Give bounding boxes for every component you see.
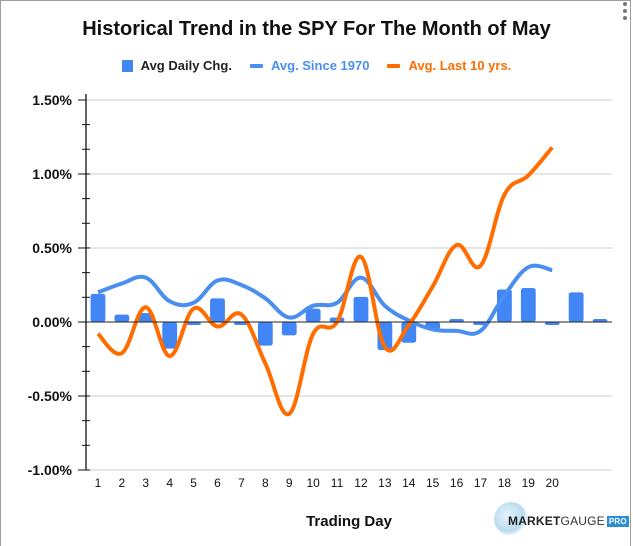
x-tick-label: 8	[262, 476, 269, 490]
y-tick-label: 1.00%	[32, 166, 72, 182]
x-tick-label: 15	[426, 476, 440, 490]
x-tick-label: 2	[119, 476, 126, 490]
bar-day-6	[210, 298, 225, 322]
x-tick-label: 16	[450, 476, 464, 490]
legend-item-avg-last-10-yrs[interactable]: Avg. Last 10 yrs.	[387, 58, 511, 73]
logo-badge: PRO	[606, 515, 629, 527]
x-tick-label: 12	[354, 476, 368, 490]
x-tick-label: 5	[190, 476, 197, 490]
bar-day-20	[544, 322, 560, 325]
bar-day-16	[449, 319, 465, 322]
bar-day-21	[568, 292, 584, 322]
marketgauge-logo: MARKET GAUGE PRO	[494, 502, 629, 536]
x-tick-label: 13	[378, 476, 392, 490]
logo-text-light: GAUGE	[560, 514, 605, 528]
bar-day-7	[233, 322, 249, 325]
x-tick-label: 14	[402, 476, 416, 490]
kebab-menu-icon[interactable]	[622, 2, 628, 20]
y-tick-label: -1.00%	[28, 462, 73, 478]
bar-day-1	[90, 293, 106, 322]
x-tick-label: 6	[214, 476, 221, 490]
y-tick-label: 0.50%	[32, 240, 72, 256]
x-tick-label: 4	[166, 476, 173, 490]
x-tick-label: 3	[142, 476, 149, 490]
legend-label: Avg. Last 10 yrs.	[408, 58, 512, 73]
y-tick-label: 1.50%	[32, 92, 72, 108]
bar-day-3	[138, 313, 154, 322]
bar-day-22	[592, 319, 608, 322]
y-tick-label: -0.50%	[28, 388, 73, 404]
legend-label: Avg. Since 1970	[270, 58, 370, 73]
x-tick-label: 19	[522, 476, 536, 490]
x-tick-label: 20	[546, 476, 560, 490]
bar-day-2	[114, 314, 130, 322]
legend: Avg Daily Chg. Avg. Since 1970 Avg. Last…	[0, 58, 633, 73]
legend-label: Avg Daily Chg.	[140, 58, 232, 73]
legend-swatch-bar-icon	[121, 59, 133, 72]
x-tick-label: 9	[286, 476, 293, 490]
x-tick-label: 10	[306, 476, 320, 490]
chart-title: Historical Trend in the SPY For The Mont…	[82, 18, 551, 40]
legend-swatch-line-icon	[249, 63, 263, 68]
line-avg-since-1970	[97, 263, 553, 336]
x-tick-label: 1	[95, 476, 102, 490]
globe-logo-icon	[494, 502, 528, 536]
x-tick-label: 18	[498, 476, 512, 490]
x-axis-title: Trading Day	[306, 513, 393, 530]
bar-day-4	[162, 322, 178, 349]
bar-day-9	[281, 322, 297, 336]
legend-swatch-line-icon	[387, 63, 401, 68]
bar-day-5	[186, 322, 202, 325]
bar-day-19	[520, 287, 536, 322]
legend-item-avg-since-1970[interactable]: Avg. Since 1970	[249, 58, 370, 73]
line-avg-last-10-yrs	[96, 146, 554, 417]
x-tick-label: 11	[331, 476, 344, 490]
logo-text-bold: MARKET	[508, 514, 561, 528]
bar-day-8	[257, 322, 273, 346]
bar-day-12	[353, 296, 369, 322]
legend-item-avg-daily-chg[interactable]: Avg Daily Chg.	[121, 58, 232, 73]
x-tick-label: 17	[474, 476, 488, 490]
x-tick-label: 7	[238, 476, 245, 490]
y-tick-label: 0.00%	[32, 314, 72, 330]
bar-day-10	[305, 308, 321, 322]
